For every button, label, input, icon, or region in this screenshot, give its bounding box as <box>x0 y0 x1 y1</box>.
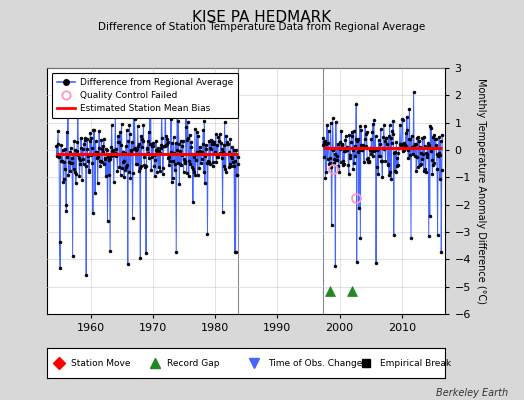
Text: Difference of Station Temperature Data from Regional Average: Difference of Station Temperature Data f… <box>99 22 425 32</box>
Text: Record Gap: Record Gap <box>167 358 219 368</box>
Text: KISE PA HEDMARK: KISE PA HEDMARK <box>192 10 332 25</box>
Legend: Difference from Regional Average, Quality Control Failed, Estimated Station Mean: Difference from Regional Average, Qualit… <box>52 72 238 118</box>
Text: Empirical Break: Empirical Break <box>380 358 451 368</box>
Y-axis label: Monthly Temperature Anomaly Difference (°C): Monthly Temperature Anomaly Difference (… <box>476 78 486 304</box>
Text: Time of Obs. Change: Time of Obs. Change <box>268 358 363 368</box>
Text: Station Move: Station Move <box>71 358 130 368</box>
Text: Berkeley Earth: Berkeley Earth <box>436 388 508 398</box>
